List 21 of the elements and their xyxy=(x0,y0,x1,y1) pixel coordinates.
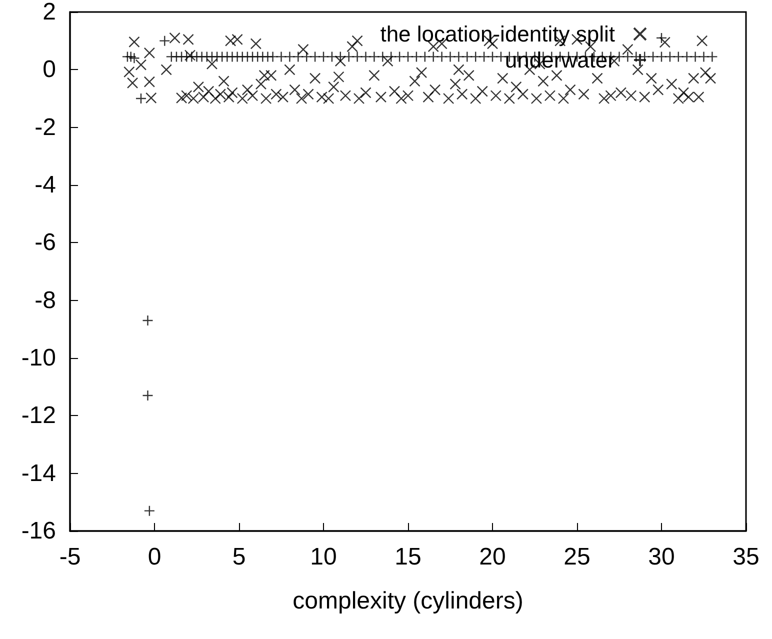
y-tick-label: -14 xyxy=(21,460,56,487)
y-tick-label: -2 xyxy=(34,114,56,141)
y-tick-label: -8 xyxy=(34,286,56,314)
x-axis-title: complexity (cylinders) xyxy=(292,588,524,614)
x-tick-label: 30 xyxy=(648,544,675,570)
x-tick-label: 5 xyxy=(232,544,246,570)
x-tick-label: 25 xyxy=(564,544,590,570)
legend-label: the location-identity split xyxy=(380,22,615,46)
y-tick-label: -4 xyxy=(34,172,56,198)
y-tick-label: -16 xyxy=(21,518,56,544)
x-tick-label: 10 xyxy=(310,544,337,570)
x-tick-label: 0 xyxy=(148,544,162,570)
x-tick-label: 15 xyxy=(394,544,422,570)
y-tick-label: -10 xyxy=(21,344,56,372)
x-tick-label: 20 xyxy=(479,544,506,570)
y-tick-label: -12 xyxy=(21,402,56,430)
x-tick-label: -5 xyxy=(59,544,81,570)
x-tick-label: 35 xyxy=(732,544,760,570)
y-tick-label: 0 xyxy=(42,56,56,84)
y-tick-label: -6 xyxy=(34,229,56,256)
y-tick-label: 2 xyxy=(42,0,56,26)
